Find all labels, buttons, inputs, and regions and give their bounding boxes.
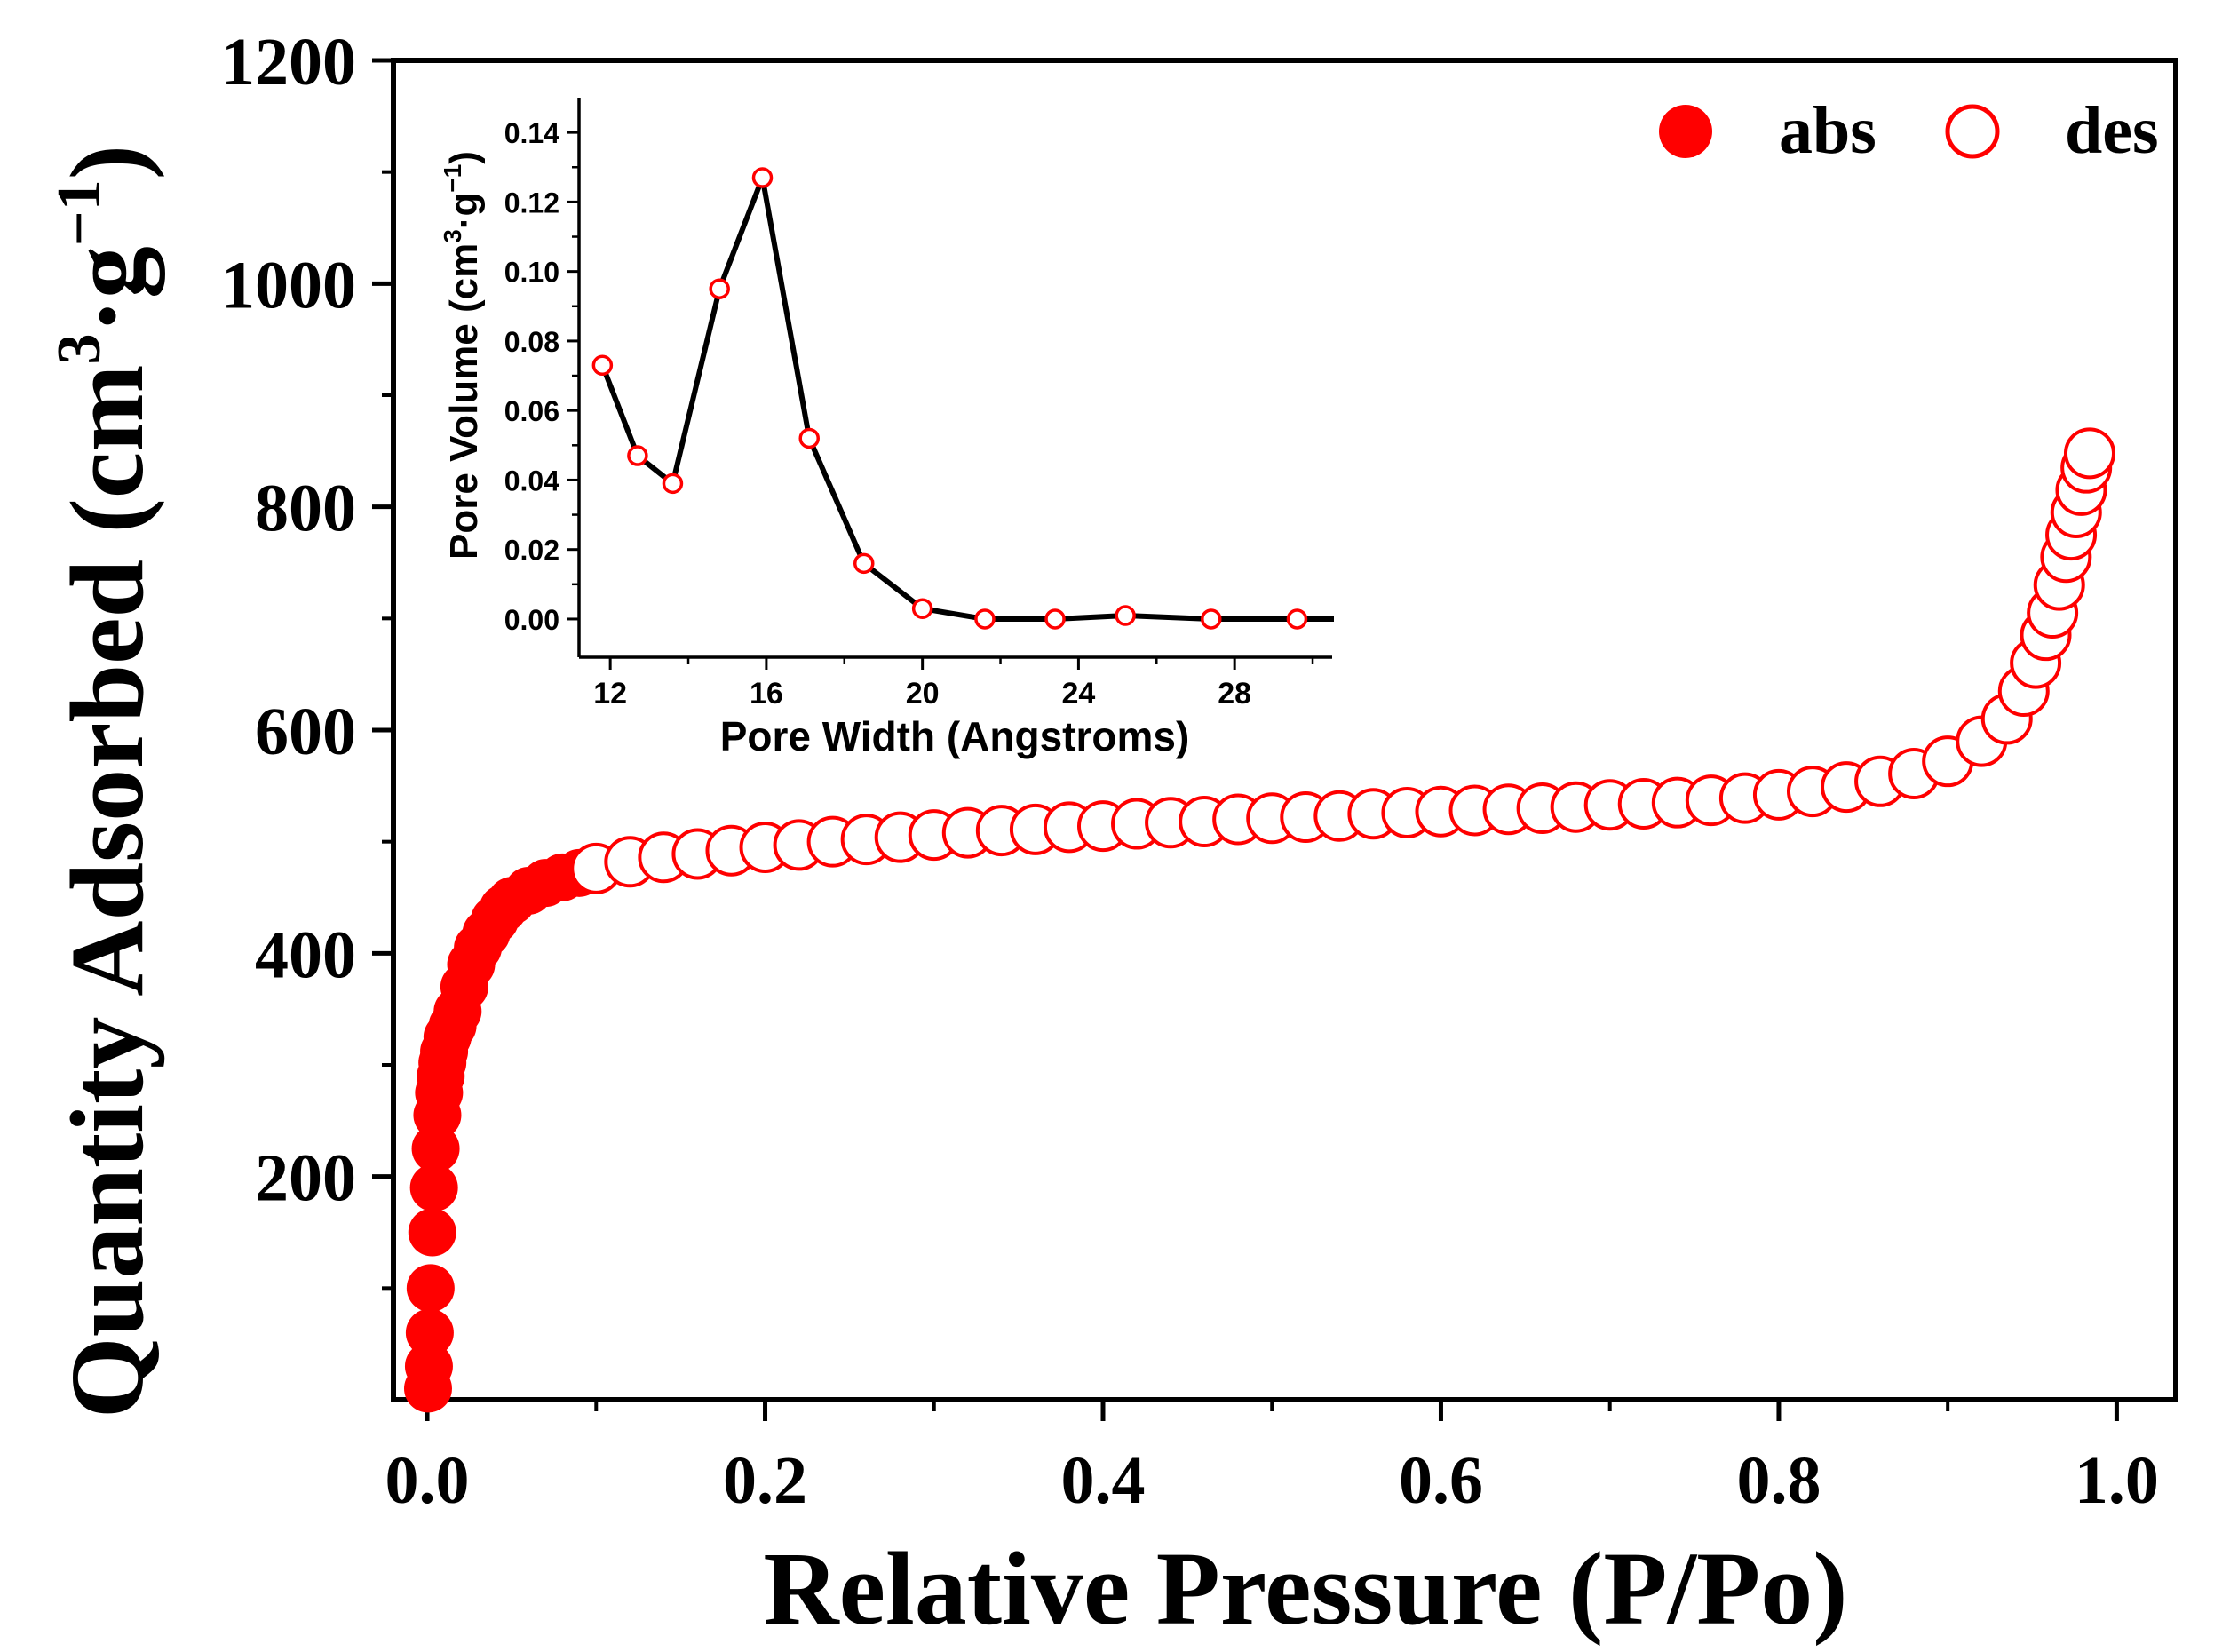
series-pore-volume [591,167,1334,630]
x-tick-label: 0.0 [385,1443,470,1518]
pore-volume-point [1044,608,1066,630]
pore-volume-point [853,552,875,575]
legend-des-label: des [2065,93,2159,168]
y-tick-label: 1200 [221,25,356,99]
y-axis-label-end: ) [49,145,165,179]
series-des [570,427,2115,894]
y-tick-label: 200 [255,1141,356,1216]
pore-volume-point [974,608,996,630]
x-axis-label: Relative Pressure (P/Po) [763,1530,1847,1647]
inset-y-axis-label: Pore Volume (cm3·g−1) [439,151,486,560]
y-tick-label: 400 [255,917,356,992]
legend-des-marker [1945,104,2000,159]
x-tick-label: 0.4 [1060,1443,1145,1518]
x-tick-label: 0.2 [723,1443,807,1518]
pore-volume-point [1201,608,1222,630]
legend-abs-marker [1659,105,1712,158]
pore-volume-point [1115,605,1136,626]
inset-y-tick-label: 0.10 [504,257,560,289]
main-axis-tick-labels: 0.0 0.2 0.4 0.6 0.8 1.0 200 400 600 800 1000 1200 [221,25,2159,1518]
inset-y-axis-label-sup1: 3 [439,229,466,243]
inset-x-tick-label: 28 [1218,677,1251,711]
inset-y-tick-label: 0.02 [504,535,560,567]
inset-y-axis-label-base: Pore Volume (cm [442,243,486,560]
pore-volume-line [599,175,1334,622]
pore-volume-point [798,427,820,449]
y-tick-label: 1000 [221,248,356,322]
legend: abs des [1659,93,2159,168]
main-axis-ticks [372,58,2119,1421]
inset-y-axis-label-end: ) [442,151,486,164]
des-point [2063,427,2115,480]
main-plot: 0.0 0.2 0.4 0.6 0.8 1.0 200 400 600 800 1000 1200 R… [45,25,2178,1647]
pore-volume-point [591,354,614,377]
inset-y-axis-label-mid: ·g [442,193,486,230]
inset-axis-ticks [567,131,1314,670]
legend-abs-label: abs [1779,93,1877,168]
y-axis-label-mid: ·g [49,246,165,333]
inset-y-tick-label: 0.08 [504,326,560,358]
inset-y-tick-label: 0.14 [504,117,560,149]
abs-point [408,1208,456,1257]
inset-y-tick-label: 0.00 [504,604,560,636]
x-tick-label: 0.6 [1399,1443,1483,1518]
abs-point [409,1164,458,1212]
y-tick-label: 600 [255,695,356,769]
pore-volume-point [627,445,648,466]
inset-y-axis-label-sup2: −1 [439,164,466,193]
x-tick-label: 0.8 [1736,1443,1821,1518]
y-axis-label: Quantity Adsorbed (cm3·g−1) [45,145,165,1418]
inset-axis-tick-labels: 12 16 20 24 28 0.00 0.02 0.04 0.06 0.08 0.10 0.12 0.… [504,117,1251,711]
inset-x-tick-label: 20 [906,677,940,711]
pore-volume-point [709,278,730,299]
abs-point [404,1342,453,1391]
series-abs [403,848,604,1413]
inset-x-tick-label: 16 [750,677,783,711]
y-axis-label-sup1: 3 [45,333,114,364]
inset-x-axis-label: Pore Width (Angstroms) [720,713,1190,759]
abs-point [406,1264,455,1313]
y-axis-label-base: Quantity Adsorbed (cm [49,364,165,1418]
inset-y-tick-label: 0.12 [504,187,560,218]
inset-x-tick-label: 12 [593,677,627,711]
pore-volume-point [911,598,933,619]
abs-point [405,1308,454,1357]
pore-volume-point [751,167,774,188]
inset-y-tick-label: 0.04 [504,465,560,496]
pore-volume-point [1286,608,1308,630]
y-tick-label: 800 [255,472,356,546]
y-axis-label-sup2: −1 [45,179,114,246]
main-plot-frame [391,58,2178,1402]
inset-y-tick-label: 0.06 [504,395,560,427]
inset-plot: 12 16 20 24 28 0.00 0.02 0.04 0.06 0.08 0.10 0.12 0.… [439,98,1334,759]
pore-volume-point [662,473,684,495]
inset-x-tick-label: 24 [1061,677,1095,711]
x-tick-label: 1.0 [2075,1443,2159,1518]
